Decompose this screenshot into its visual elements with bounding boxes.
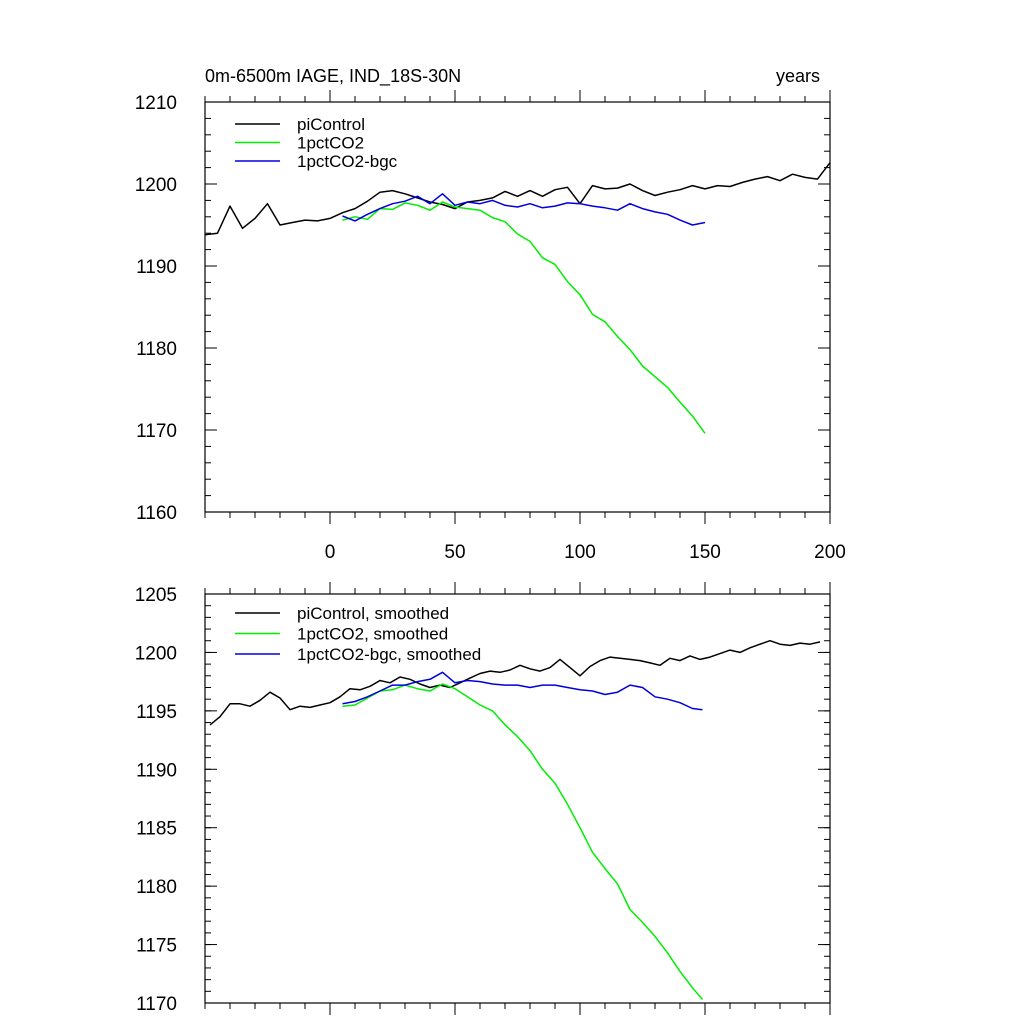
y-tick-label: 1210 (135, 93, 177, 114)
panel-1: 1160 1170 1180 1190 1200 1210 0 50 100 150 200 0m-6… (135, 66, 846, 563)
x-tick-label: 150 (689, 542, 721, 563)
y-tick-label: 1160 (136, 503, 177, 524)
legend-label: 1pctCO2-bgc (297, 152, 398, 171)
series-line-3 (342, 193, 706, 226)
plot-frame (204, 593, 831, 1004)
y-tick-label: 1180 (136, 877, 177, 898)
legend-label: piControl (297, 115, 365, 134)
legend-label: 1pctCO2, smoothed (297, 625, 448, 644)
chart-title-right: years (776, 66, 820, 86)
series-line-1 (204, 162, 831, 236)
y-tick-label: 1185 (136, 819, 177, 840)
legend-label: 1pctCO2-bgc, smoothed (297, 645, 481, 664)
x-tick-label: 50 (444, 542, 465, 563)
y-tick-label: 1200 (135, 175, 177, 196)
series-line-3 (342, 671, 703, 711)
series-line-2 (342, 683, 704, 1000)
y-tick-label: 1190 (136, 760, 177, 781)
y-tick-label: 1200 (135, 643, 177, 664)
y-tick-label: 1180 (136, 339, 177, 360)
y-tick-label: 1205 (135, 585, 177, 606)
y-tick-label: 1170 (136, 994, 177, 1015)
series-line-2 (342, 201, 706, 434)
chart-title: 0m-6500m IAGE, IND_18S-30N (205, 66, 461, 87)
y-tick-label: 1195 (136, 702, 177, 723)
y-tick-label: 1170 (136, 421, 177, 442)
y-tick-label: 1190 (136, 257, 177, 278)
panel-2: 1170 1175 1180 1185 1190 1195 1200 1205 piContro… (135, 582, 831, 1015)
x-tick-label: 0 (325, 542, 336, 563)
legend-label: piControl, smoothed (297, 604, 449, 623)
series-line-1 (209, 639, 821, 726)
y-tick-label: 1175 (136, 936, 177, 957)
x-tick-label: 100 (564, 542, 596, 563)
legend-label: 1pctCO2 (297, 134, 364, 153)
x-tick-label: 200 (814, 542, 846, 563)
plot-frame (204, 101, 831, 513)
